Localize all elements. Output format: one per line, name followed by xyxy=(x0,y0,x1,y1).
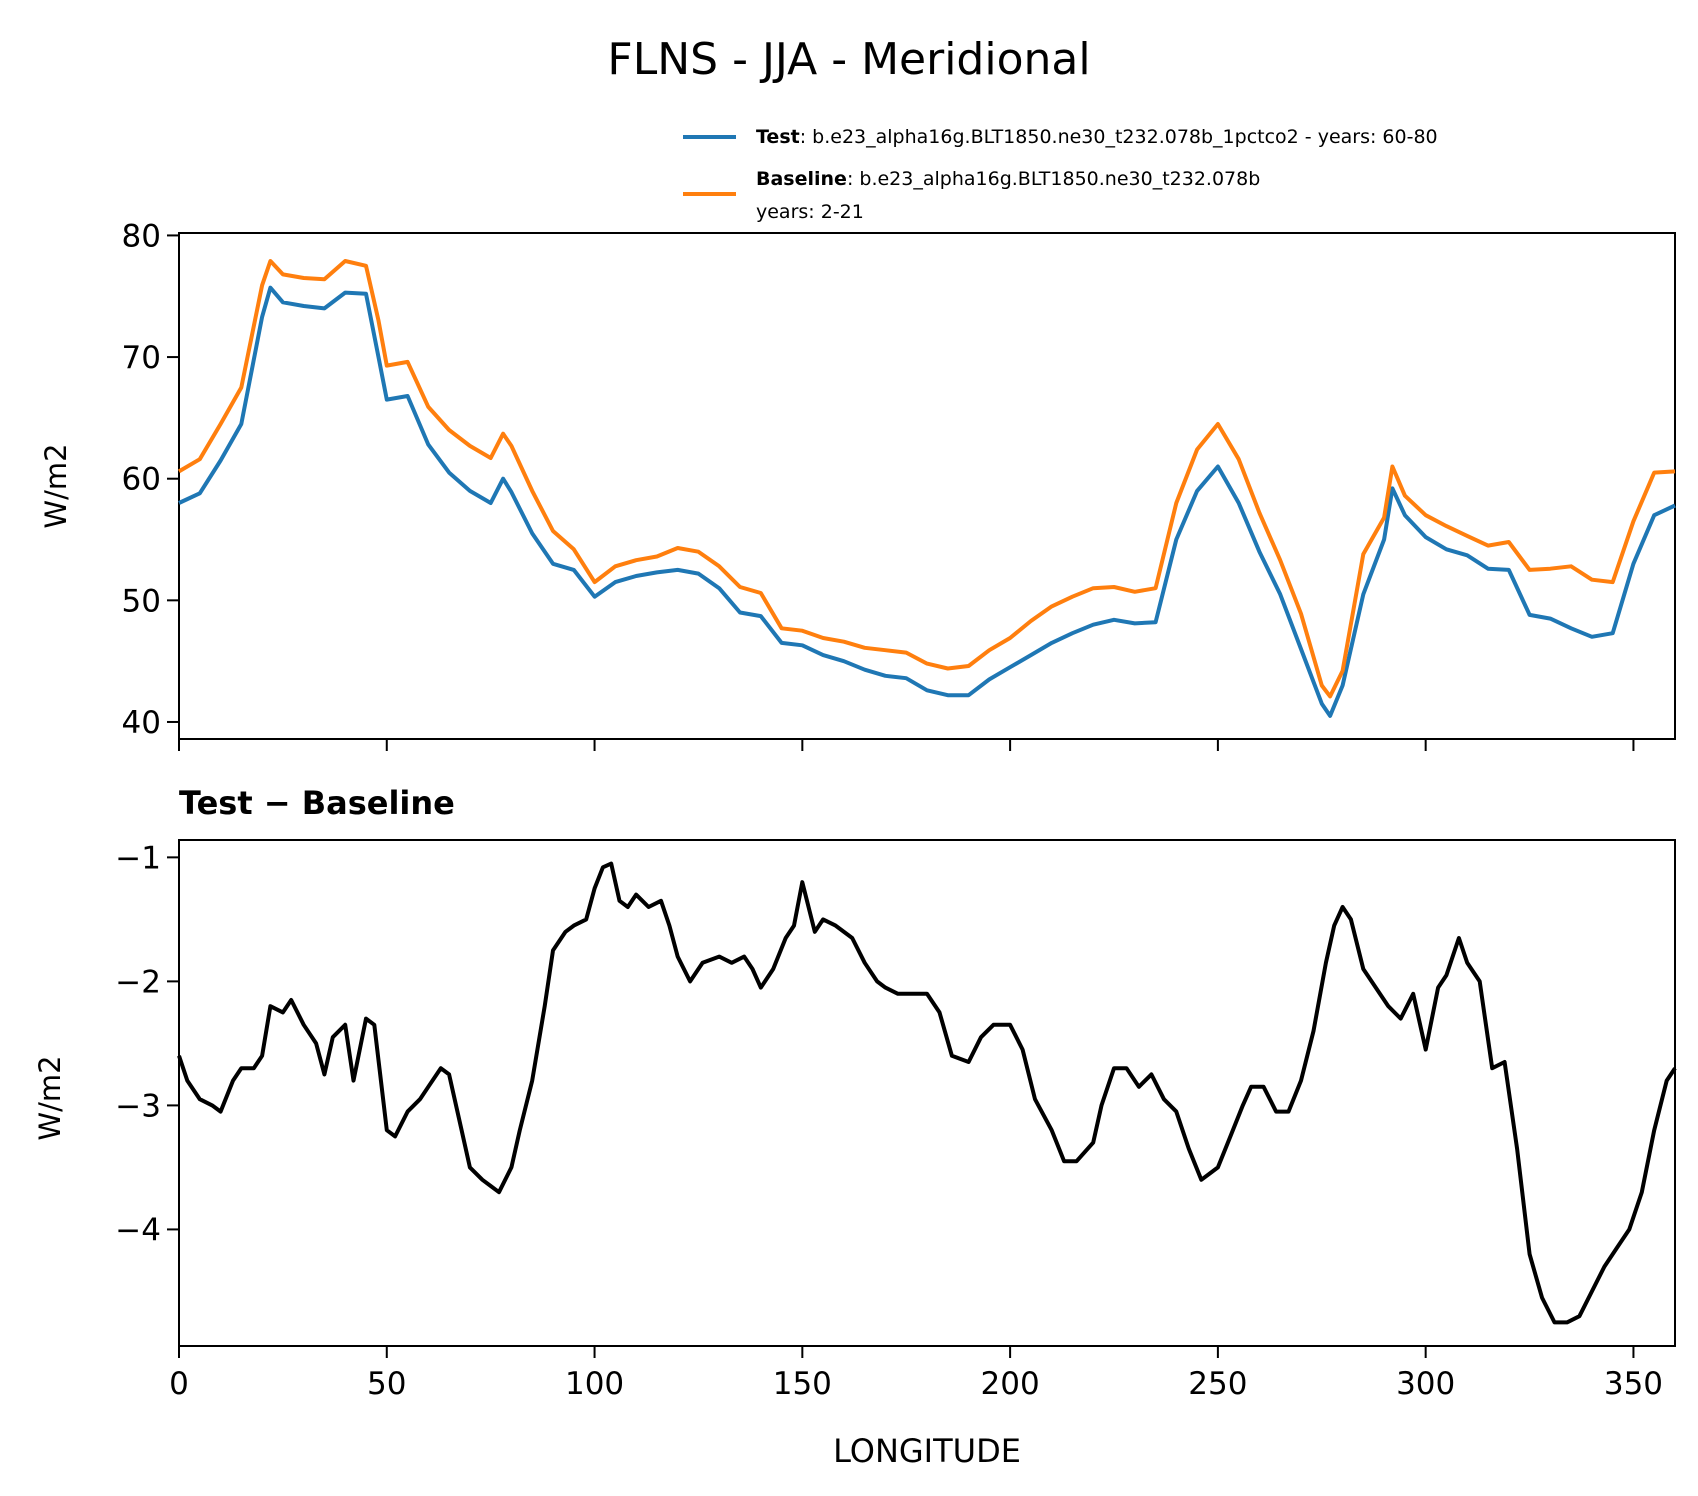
top-panel-x-ticks xyxy=(178,739,1635,751)
top-panel-series xyxy=(177,259,1676,718)
top-panel: 40 50 60 70 80 W/m2 xyxy=(39,218,1676,751)
series-line-difference xyxy=(177,861,1677,1325)
x-tick-label: 300 xyxy=(1396,1366,1455,1402)
figure-title: FLNS - JJA - Meridional xyxy=(607,34,1090,85)
legend-label-baseline: Baseline: b.e23_alpha16g.BLT1850.ne30_t2… xyxy=(756,168,1260,190)
top-panel-frame xyxy=(178,232,1676,740)
y-tick-label: 40 xyxy=(122,705,161,741)
y-tick-label: 70 xyxy=(122,340,161,376)
bottom-panel-title: Test − Baseline xyxy=(179,784,455,822)
legend: Test: b.e23_alpha16g.BLT1850.ne30_t232.0… xyxy=(683,126,1438,223)
legend-test-desc: : b.e23_alpha16g.BLT1850.ne30_t232.078b_… xyxy=(800,126,1438,148)
y-tick-label: −1 xyxy=(115,840,161,876)
x-tick-label: 350 xyxy=(1604,1366,1663,1402)
x-tick-label: 150 xyxy=(773,1366,832,1402)
legend-baseline-desc2: years: 2-21 xyxy=(756,201,864,223)
legend-label-test: Test: b.e23_alpha16g.BLT1850.ne30_t232.0… xyxy=(756,126,1438,148)
y-tick-label: 50 xyxy=(122,583,161,619)
top-panel-y-label: W/m2 xyxy=(39,443,73,528)
y-tick-label: −2 xyxy=(115,964,161,1000)
x-tick-label: 0 xyxy=(169,1366,189,1402)
y-tick-label: 60 xyxy=(122,462,161,498)
series-line-test xyxy=(178,285,1676,718)
bottom-panel-x-label: LONGITUDE xyxy=(833,1432,1021,1470)
x-tick-label: 250 xyxy=(1188,1366,1247,1402)
bottom-panel: Test − Baseline −1 −2 −3 −4 0 50 100 150 200 250… xyxy=(33,784,1677,1470)
bottom-panel-y-label: W/m2 xyxy=(33,1055,67,1140)
series-line-baseline xyxy=(177,259,1676,699)
legend-test-name: Test xyxy=(756,126,800,148)
legend-baseline-desc: : b.e23_alpha16g.BLT1850.ne30_t232.078b xyxy=(847,168,1260,190)
bottom-panel-frame xyxy=(178,839,1676,1347)
x-tick-label: 100 xyxy=(565,1366,624,1402)
legend-baseline-name: Baseline xyxy=(756,168,847,190)
y-tick-label: −4 xyxy=(115,1212,161,1248)
x-tick-label: 200 xyxy=(981,1366,1040,1402)
x-tick-label: 50 xyxy=(367,1366,406,1402)
bottom-panel-series xyxy=(177,861,1677,1325)
bottom-panel-x-ticks: 0 50 100 150 200 250 300 350 xyxy=(169,1346,1663,1402)
top-panel-y-ticks: 40 50 60 70 80 xyxy=(122,218,179,741)
y-tick-label: −3 xyxy=(115,1088,161,1124)
y-tick-label: 80 xyxy=(122,218,161,254)
bottom-panel-y-ticks: −1 −2 −3 −4 xyxy=(115,840,179,1248)
